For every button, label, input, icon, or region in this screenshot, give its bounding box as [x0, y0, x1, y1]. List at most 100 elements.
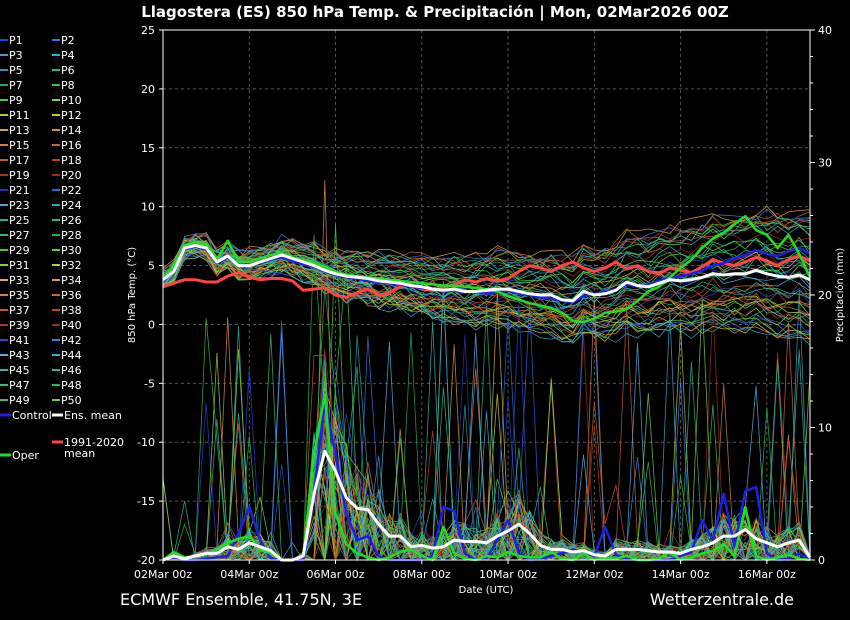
member-temp-line [162, 243, 811, 317]
legend: P1 P2 P3 P4 P5 P6 P7 P8 P9 P10 P11 P12 P13 P14 P15 P16 P… [0, 34, 124, 462]
x-axis-ticks: 02Mar 00z 04Mar 00z 06Mar 00z 08Mar 00z 10Ma… [134, 560, 796, 581]
legend-label: P2 [61, 34, 75, 47]
x-tick-label: 16Mar 00z [738, 568, 796, 581]
legend-label: P38 [61, 304, 82, 317]
y-tick-label: 15 [141, 142, 155, 155]
legend-label: P13 [9, 124, 30, 137]
y-tick-label: -5 [144, 377, 155, 390]
member-precip-line [163, 305, 811, 561]
y2-axis-label: Precipitación (mm) [834, 248, 846, 343]
legend-label: P48 [61, 379, 82, 392]
x-tick-label: 12Mar 00z [565, 568, 623, 581]
legend-label: P17 [9, 154, 30, 167]
legend-label: P46 [61, 364, 82, 377]
legend-label: P27 [9, 229, 30, 242]
legend-label: Ens. mean [64, 409, 122, 422]
climatology-mean-line [162, 254, 811, 299]
legend-label: P36 [61, 289, 82, 302]
control-precip-line [162, 399, 811, 562]
y-tick-label: 0 [148, 318, 155, 331]
member-temp-line [162, 254, 811, 336]
legend-label: P10 [61, 94, 82, 107]
member-precip-line [163, 313, 811, 562]
member-precip-line [163, 292, 811, 562]
chart-title: Llagostera (ES) 850 hPa Temp. & Precipit… [141, 3, 729, 22]
y-tick-label: -15 [137, 495, 155, 508]
legend-label: P41 [9, 334, 30, 347]
member-temp-line [162, 249, 811, 344]
legend-label: mean [64, 447, 95, 460]
legend-label: P16 [61, 139, 82, 152]
legend-label: P49 [9, 394, 30, 407]
legend-label: P15 [9, 139, 30, 152]
legend-label: P26 [61, 214, 82, 227]
member-precip-line [163, 299, 811, 562]
legend-label: P40 [61, 319, 82, 332]
legend-label: P4 [61, 49, 75, 62]
member-precip-line [162, 333, 811, 562]
x-tick-label: 10Mar 00z [479, 568, 537, 581]
member-precip-line [162, 312, 811, 562]
legend-label: P7 [9, 79, 23, 92]
oper-precip-line [162, 393, 811, 562]
legend-label: P12 [61, 109, 82, 122]
legend-label: P18 [61, 154, 82, 167]
member-temp-line [162, 208, 811, 276]
x-tick-label: 06Mar 00z [307, 568, 365, 581]
y-tick-label: -10 [137, 436, 155, 449]
legend-label: P14 [61, 124, 82, 137]
legend-label: P20 [61, 169, 82, 182]
y2-axis-ticks: 40 30 20 10 0 [810, 24, 832, 567]
y2-tick-label: 40 [818, 24, 832, 37]
member-temp-line [162, 243, 811, 322]
member-precip-line [162, 286, 810, 562]
y-tick-label: 5 [148, 260, 155, 273]
highlighted-series [162, 214, 812, 562]
x-tick-label: 02Mar 00z [134, 568, 192, 581]
legend-label: P25 [9, 214, 30, 227]
member-temp-line [162, 217, 811, 278]
x-tick-label: 14Mar 00z [652, 568, 710, 581]
y-tick-label: 10 [141, 201, 155, 214]
legend-label: P34 [61, 274, 82, 287]
legend-label: Control [12, 409, 52, 422]
member-precip-line [162, 296, 811, 562]
legend-label: P30 [61, 244, 82, 257]
x-tick-label: 04Mar 00z [220, 568, 278, 581]
legend-label: P9 [9, 94, 23, 107]
footer-source: ECMWF Ensemble, 41.75N, 3E [120, 590, 362, 609]
member-precip-line [162, 304, 810, 562]
y2-tick-label: 20 [818, 289, 832, 302]
legend-label: 1991-2020 [64, 436, 124, 449]
y-tick-label: 20 [141, 83, 155, 96]
legend-label: P5 [9, 64, 23, 77]
y-tick-label: 25 [141, 24, 155, 37]
legend-label: P24 [61, 199, 82, 212]
legend-label: P33 [9, 274, 30, 287]
y2-tick-label: 10 [818, 422, 832, 435]
legend-label: P11 [9, 109, 30, 122]
legend-label: P42 [61, 334, 82, 347]
member-temp-line [162, 240, 811, 302]
legend-label: P28 [61, 229, 82, 242]
legend-label: P3 [9, 49, 23, 62]
legend-label: P22 [61, 184, 82, 197]
footer-site: Wetterzentrale.de [650, 590, 794, 609]
legend-label: P43 [9, 349, 30, 362]
legend-label: Oper [12, 449, 39, 462]
y-tick-label: -20 [137, 554, 155, 567]
member-precip-line [162, 234, 811, 561]
legend-label: P35 [9, 289, 30, 302]
legend-label: P47 [9, 379, 30, 392]
member-precip-line [162, 305, 811, 561]
legend-label: P50 [61, 394, 82, 407]
legend-label: P23 [9, 199, 30, 212]
legend-label: P21 [9, 184, 30, 197]
x-tick-label: 08Mar 00z [393, 568, 451, 581]
member-precip-line [162, 286, 811, 561]
member-temp-line [162, 225, 811, 282]
legend-label: P1 [9, 34, 23, 47]
legend-label: P32 [61, 259, 82, 272]
ens-mean-precip-line [162, 449, 812, 562]
